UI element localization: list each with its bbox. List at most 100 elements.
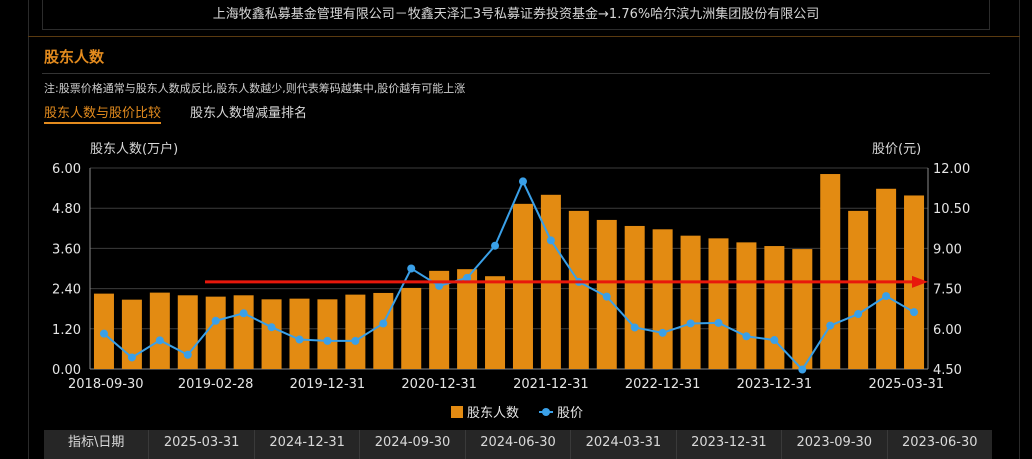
price-point — [910, 308, 919, 317]
holder-count-bar — [736, 242, 757, 369]
holder-count-bar — [708, 238, 729, 369]
tab-holders-vs-price[interactable]: 股东人数与股价比较 — [44, 102, 162, 124]
title-underline — [42, 73, 990, 74]
holder-count-bar — [317, 299, 338, 369]
legend-bar-swatch — [451, 406, 463, 418]
frame-left-border — [28, 0, 29, 459]
holder-count-bar — [624, 225, 645, 369]
section-title: 股东人数 — [44, 48, 105, 66]
holder-count-bar — [177, 295, 198, 369]
price-point — [239, 309, 248, 318]
price-point — [714, 318, 723, 327]
table-header-cell: 2025-03-31 — [149, 430, 255, 459]
holder-count-bar — [401, 287, 422, 369]
table-header-cell: 2023-12-31 — [677, 430, 783, 459]
x-tick-label: 2018-09-30 — [68, 377, 144, 392]
x-tick-label: 2021-12-31 — [513, 377, 589, 392]
x-tick-label: 2022-12-31 — [625, 377, 701, 392]
price-point — [127, 353, 136, 362]
right-tick-label: 7.50 — [933, 283, 962, 298]
price-point — [463, 273, 472, 282]
price-point — [798, 365, 807, 374]
table-header-cell: 2024-06-30 — [466, 430, 572, 459]
x-tick-label: 2019-12-31 — [290, 377, 366, 392]
reference-arrow-head — [912, 275, 928, 288]
table-header-cell: 指标\日期 — [44, 430, 150, 459]
x-tick-label: 2023-12-31 — [737, 377, 813, 392]
price-point — [882, 292, 891, 301]
holder-count-bar — [848, 210, 869, 369]
price-point — [267, 323, 276, 332]
left-axis-title: 股东人数(万户) — [90, 142, 179, 157]
holder-info-text[interactable]: 上海牧鑫私募基金管理有限公司－牧鑫天泽汇3号私募证券投资基金→1.76%哈尔滨九… — [212, 7, 820, 22]
right-tick-label: 6.00 — [933, 323, 962, 338]
table-header-cell: 2023-06-30 — [901, 435, 978, 450]
price-point — [854, 310, 863, 319]
left-tick-label: 6.00 — [52, 162, 81, 177]
left-tick-label: 0.00 — [52, 363, 81, 378]
table-header-cell: 2024-12-31 — [255, 430, 361, 459]
price-point — [295, 335, 304, 344]
holder-count-bar — [345, 294, 366, 369]
price-point — [742, 332, 751, 341]
holder-count-bar — [652, 229, 673, 369]
legend-line-label: 股价 — [557, 406, 583, 421]
price-point — [323, 336, 332, 345]
price-point — [183, 350, 192, 359]
holder-count-bar — [233, 295, 254, 369]
holder-count-bar — [764, 246, 785, 369]
right-axis-title: 股价(元) — [872, 142, 922, 157]
tab-holders-change-rank[interactable]: 股东人数增减量排名 — [190, 106, 308, 121]
left-tick-label: 1.20 — [52, 323, 81, 338]
holder-count-bar — [289, 298, 310, 369]
price-point — [99, 329, 108, 338]
x-tick-label: 2020-12-31 — [401, 377, 477, 392]
section-divider — [28, 36, 1020, 37]
holder-count-bar — [373, 292, 394, 369]
right-tick-label: 10.50 — [933, 202, 970, 217]
chart-note: 注:股票价格通常与股东人数成反比,股东人数越少,则代表筹码越集中,股价越有可能上… — [44, 82, 466, 95]
holder-count-bar — [512, 203, 533, 369]
holder-count-bar — [485, 276, 506, 369]
x-tick-label: 2025-03-31 — [868, 377, 944, 392]
price-point — [518, 177, 527, 186]
right-tick-label: 9.00 — [933, 242, 962, 257]
price-point — [379, 319, 388, 328]
holder-count-bar — [121, 299, 142, 369]
price-point — [435, 281, 444, 290]
price-point — [602, 292, 611, 301]
holder-count-bar — [205, 296, 226, 369]
holder-count-bar — [457, 269, 478, 369]
price-point — [826, 321, 835, 330]
table-header-cell: 2023-09-30 — [782, 430, 888, 459]
left-tick-label: 2.40 — [52, 283, 81, 298]
price-point — [686, 319, 695, 328]
price-point — [351, 336, 360, 345]
left-tick-label: 4.80 — [52, 202, 81, 217]
price-point — [630, 323, 639, 332]
legend-bar-label: 股东人数 — [467, 406, 519, 421]
price-line — [103, 178, 915, 372]
table-header-row: 指标\日期 2025-03-31 2024-12-31 2024-09-30 2… — [44, 430, 992, 459]
price-point — [546, 236, 555, 245]
frame-right-border — [1019, 0, 1020, 459]
holder-count-bar — [792, 249, 813, 369]
left-tick-label: 3.60 — [52, 242, 81, 257]
right-tick-label: 4.50 — [933, 363, 962, 378]
right-tick-label: 12.00 — [933, 162, 970, 177]
holder-count-bar — [568, 210, 589, 369]
holder-count-bar — [429, 270, 450, 369]
holder-count-bar — [820, 174, 841, 369]
legend-line-marker — [542, 408, 550, 416]
price-point — [155, 336, 164, 345]
x-tick-label: 2019-02-28 — [178, 377, 254, 392]
table-header-cell: 2024-03-31 — [571, 430, 677, 459]
holder-info-bar: 上海牧鑫私募基金管理有限公司－牧鑫天泽汇3号私募证券投资基金→1.76%哈尔滨九… — [42, 0, 990, 30]
holder-count-bar — [680, 235, 701, 369]
price-point — [407, 264, 416, 273]
price-point — [491, 241, 500, 250]
table-header-cell: 2024-09-30 — [360, 430, 466, 459]
holder-count-bar — [261, 299, 282, 369]
price-point — [770, 336, 779, 345]
